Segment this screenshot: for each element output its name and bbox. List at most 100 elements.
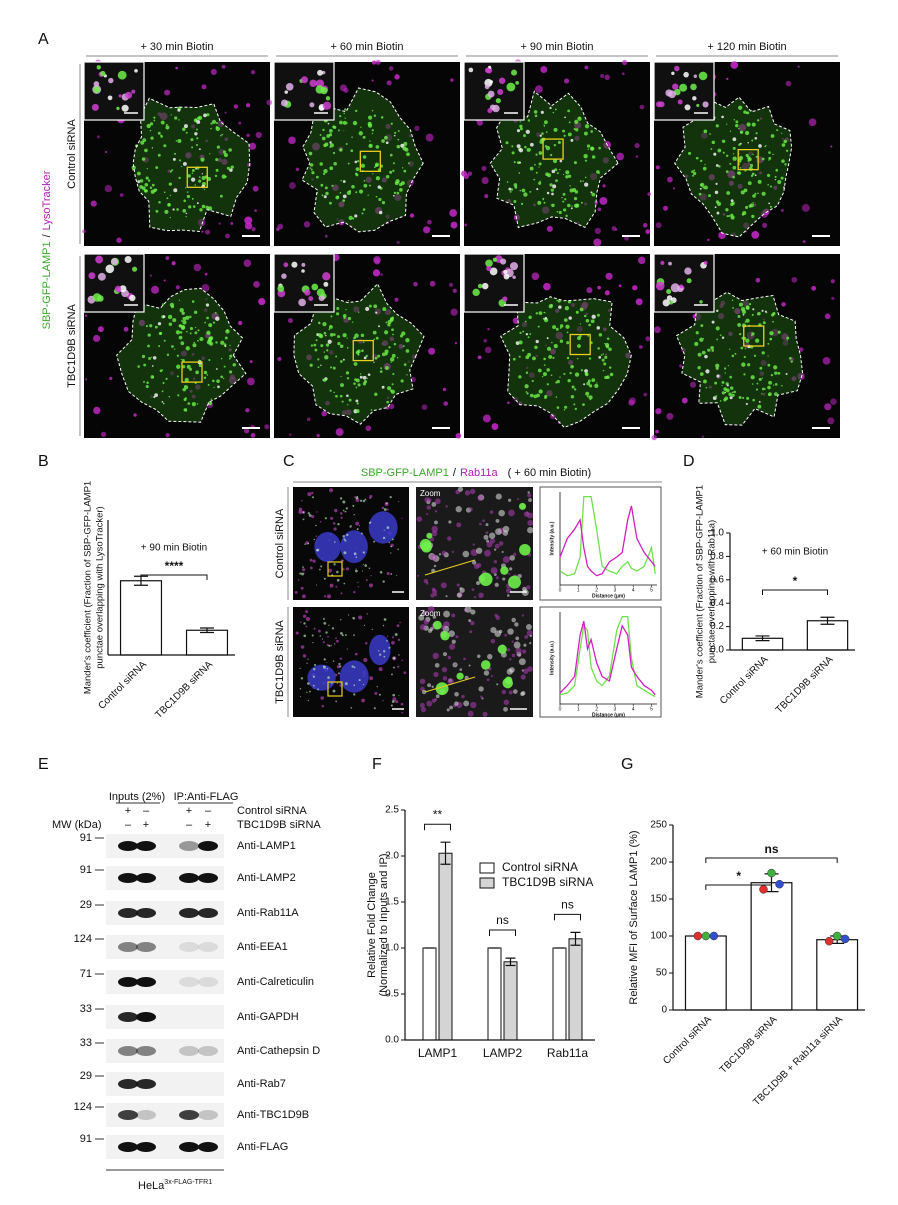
lamp1-signal <box>323 658 326 661</box>
lamp1-signal <box>153 116 156 119</box>
lamp1-signal <box>337 335 341 339</box>
zoom-signal <box>451 550 454 553</box>
column-header: + 60 min Biotin <box>330 41 403 53</box>
lamp1-signal <box>590 130 593 133</box>
lysotracker-signal <box>374 258 381 265</box>
lamp1-signal <box>538 181 542 185</box>
lamp1-signal <box>604 342 610 348</box>
lamp1-signal <box>750 174 754 178</box>
lamp1-signal <box>198 359 201 362</box>
zoom-signal <box>455 635 459 639</box>
lysotracker-signal <box>321 410 327 417</box>
zoom-signal <box>459 668 463 671</box>
lamp1-signal <box>544 394 548 398</box>
lamp1-signal <box>529 142 534 147</box>
lamp1-signal <box>332 366 336 370</box>
lysotracker-signal <box>243 428 250 434</box>
lamp1-signal <box>353 666 356 669</box>
lamp1-signal <box>148 356 152 360</box>
lamp1-signal <box>385 175 390 179</box>
zoom-label: Zoom <box>420 609 441 618</box>
zoom-signal <box>431 530 438 537</box>
lamp1-signal <box>346 648 348 650</box>
lamp1-signal <box>396 574 398 577</box>
lamp1-signal <box>339 115 342 118</box>
lamp1-signal <box>180 341 185 346</box>
lamp1-signal <box>341 400 344 403</box>
lysotracker-signal <box>201 230 204 233</box>
lamp1-signal <box>183 408 187 412</box>
lamp1-signal <box>146 123 151 129</box>
lysotracker-signal <box>151 285 160 294</box>
zoom-signal <box>477 495 484 501</box>
lamp1-signal <box>715 326 720 331</box>
lamp1-signal <box>381 139 385 143</box>
lamp1-signal <box>725 208 729 212</box>
blot-band <box>136 977 156 987</box>
x-tick-label: Control siRNA <box>718 654 771 707</box>
lamp1-signal <box>590 146 595 151</box>
inset-signal <box>468 67 474 73</box>
lamp1-signal <box>155 209 159 213</box>
lamp1-signal <box>220 375 224 379</box>
lamp1-signal <box>518 340 523 345</box>
inset-signal <box>484 67 491 73</box>
lamp1-signal <box>749 163 754 168</box>
lamp1-signal <box>329 166 334 171</box>
zoom-signal <box>467 710 474 717</box>
lamp1-signal <box>729 130 732 132</box>
lamp1-signal <box>571 365 574 368</box>
y-tick-label: 2.0 <box>385 851 399 862</box>
lamp1-signal <box>182 209 187 213</box>
lamp1-signal <box>397 548 399 550</box>
lysotracker-signal <box>655 408 662 415</box>
inset-signal <box>696 103 700 108</box>
lamp1-signal <box>343 538 346 541</box>
lamp1-signal <box>323 143 327 148</box>
lamp1-signal <box>192 205 196 208</box>
lamp1-signal <box>729 396 733 400</box>
lysotracker-signal <box>414 125 420 132</box>
rab11a-signal <box>333 508 338 513</box>
blot-band <box>118 1046 138 1056</box>
lysotracker-signal <box>193 263 202 272</box>
lamp1-signal <box>768 156 772 160</box>
lamp1-signal <box>184 385 187 388</box>
lamp1-signal <box>767 342 770 345</box>
lamp1-signal <box>566 341 570 345</box>
lamp1-signal <box>311 171 315 175</box>
lamp1-signal <box>326 349 329 352</box>
x-tick-label: 5 <box>650 706 653 712</box>
lysotracker-signal <box>84 378 88 381</box>
lamp1-signal <box>714 190 719 195</box>
lamp1-signal <box>185 131 188 134</box>
lamp1-signal <box>726 215 729 218</box>
zoom-signal <box>508 498 512 502</box>
lamp1-signal <box>356 495 359 498</box>
lamp1-signal <box>307 682 310 685</box>
zoom-signal <box>438 553 442 556</box>
lamp1-signal <box>391 328 394 332</box>
lamp1-signal <box>302 566 304 568</box>
legend-swatch <box>479 862 495 874</box>
lamp1-signal <box>732 165 737 170</box>
lamp1-signal <box>203 370 208 375</box>
lamp1-signal <box>357 349 361 354</box>
lamp1-signal <box>343 316 346 319</box>
lamp1-signal <box>342 535 345 538</box>
lamp1-signal <box>182 387 186 392</box>
lamp1-signal <box>342 559 344 561</box>
lamp1-signal <box>383 655 386 658</box>
inset-signal <box>309 102 315 108</box>
lamp1-signal <box>516 144 521 149</box>
lamp1-signal <box>345 371 350 375</box>
lamp1-signal <box>604 355 608 359</box>
lamp1-signal <box>371 109 374 112</box>
lamp1-signal <box>321 638 324 640</box>
lamp1-signal <box>543 201 546 204</box>
lamp1-signal <box>562 173 565 176</box>
lysotracker-signal <box>238 320 243 326</box>
zoom-signal <box>423 611 428 616</box>
inset-signal <box>492 257 497 262</box>
lamp1-signal <box>396 357 399 359</box>
